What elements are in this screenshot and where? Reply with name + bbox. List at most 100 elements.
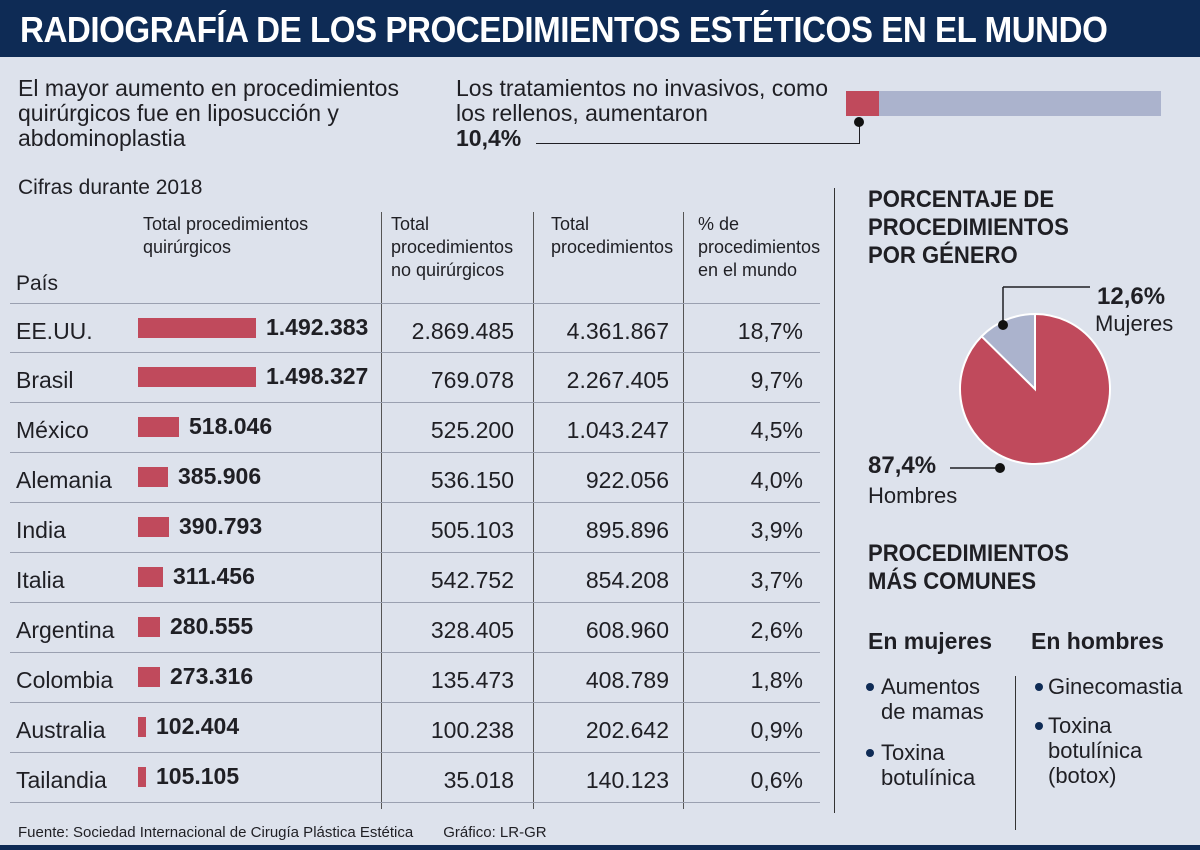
header-country: País (16, 272, 59, 295)
non-surgical-value: 2.869.485 (411, 318, 514, 344)
footer-graphic: Gráfico: LR-GR (443, 824, 547, 841)
country-label: Tailandia (16, 767, 107, 793)
table-row: India 390.793 505.103 895.896 3,9% (10, 503, 820, 553)
bullet-icon (866, 683, 874, 691)
header-pct: % de procedimientos en el mundo (698, 214, 821, 280)
total-value: 2.267.405 (566, 367, 669, 393)
bullet-icon (1035, 683, 1043, 691)
surgical-bar (138, 567, 163, 587)
surgical-bar (138, 467, 168, 487)
intro-left-text: El mayor aumento en procedimientos quirú… (18, 75, 399, 151)
non-surgical-value: 542.752 (430, 567, 514, 593)
header-surgical: Total procedimientos quirúrgicos (143, 214, 309, 257)
surgical-value: 518.046 (189, 413, 273, 439)
pct-value: 18,7% (737, 318, 803, 344)
column-divider (533, 212, 534, 809)
total-value: 608.960 (585, 617, 669, 643)
common-divider (1015, 676, 1016, 830)
non-surgical-value: 536.150 (430, 467, 514, 493)
non-surgical-value: 505.103 (430, 517, 514, 543)
chart-subtitle: Cifras durante 2018 (18, 176, 203, 199)
header-band: RADIOGRAFÍA DE LOS PROCEDIMIENTOS ESTÉTI… (0, 0, 1200, 57)
pct-value: 4,5% (750, 417, 803, 443)
surgical-value: 385.906 (178, 463, 262, 489)
header-total: Total procedimientos (551, 214, 674, 257)
non-surgical-value: 35.018 (443, 767, 514, 793)
pct-value: 3,7% (750, 567, 803, 593)
surgical-bar (138, 667, 160, 687)
footer: Fuente: Sociedad Internacional de Cirugí… (18, 824, 547, 841)
non-surgical-value: 100.238 (430, 717, 514, 743)
pct-value: 0,6% (750, 767, 803, 793)
pct-value: 9,7% (750, 367, 803, 393)
country-label: Australia (16, 717, 106, 743)
country-label: Brasil (16, 367, 74, 393)
footer-source: Fuente: Sociedad Internacional de Cirugí… (18, 824, 414, 841)
intro-right-text: Los tratamientos no invasivos, como los … (456, 75, 829, 126)
country-label: Alemania (16, 467, 112, 493)
increase-progress-fill (846, 91, 879, 116)
total-value: 408.789 (585, 667, 669, 693)
table-row: Italia 311.456 542.752 854.208 3,7% (10, 553, 820, 603)
surgical-value: 105.105 (156, 763, 240, 789)
surgical-value: 273.316 (170, 663, 254, 689)
country-label: Argentina (16, 617, 115, 643)
surgical-bar (138, 517, 169, 537)
pct-value: 4,0% (750, 467, 803, 493)
women-item: Toxina botulínica (881, 740, 976, 790)
surgical-bar (138, 417, 179, 437)
table-row: México 518.046 525.200 1.043.247 4,5% (10, 403, 820, 453)
pie-slice-mujeres (980, 312, 1036, 392)
increase-leader-vertical (859, 123, 860, 144)
non-surgical-value: 769.078 (430, 367, 514, 393)
pct-value: 3,9% (750, 517, 803, 543)
surgical-value: 1.492.383 (266, 314, 369, 340)
total-value: 854.208 (585, 567, 669, 593)
pie-leader-dot (995, 463, 1005, 473)
intro-right-block: Los tratamientos no invasivos, como los … (456, 76, 836, 151)
country-label: EE.UU. (16, 318, 93, 344)
surgical-value: 311.456 (173, 563, 255, 589)
pie-label-women-pct: 12,6% (1097, 283, 1166, 310)
pie-label-women: Mujeres (1095, 311, 1174, 336)
surgical-bar (138, 367, 256, 387)
pct-value: 0,9% (750, 717, 803, 743)
pie-title: PORCENTAJE DE PROCEDIMIENTOS POR GÉNERO (868, 186, 1069, 269)
surgical-bar (138, 767, 146, 787)
total-value: 4.361.867 (566, 318, 669, 344)
surgical-value: 390.793 (179, 513, 263, 539)
surgical-value: 102.404 (156, 713, 240, 739)
increase-leader-dot (854, 117, 864, 127)
total-value: 202.642 (585, 717, 669, 743)
women-item: Aumentos de mamas (881, 674, 984, 724)
pie-label-men-pct: 87,4% (868, 452, 937, 479)
pct-value: 1,8% (750, 667, 803, 693)
column-divider (683, 212, 684, 809)
table-row: Tailandia 105.105 35.018 140.123 0,6% (10, 753, 820, 803)
total-value: 1.043.247 (566, 417, 669, 443)
table-row: Brasil 1.498.327 769.078 2.267.405 9,7% (10, 353, 820, 403)
country-label: India (16, 517, 66, 543)
surgical-value: 280.555 (170, 613, 254, 639)
non-surgical-value: 328.405 (430, 617, 514, 643)
table-row: Australia 102.404 100.238 202.642 0,9% (10, 703, 820, 753)
increase-progress-track (846, 91, 1161, 116)
table-row: Colombia 273.316 135.473 408.789 1,8% (10, 653, 820, 703)
bullet-icon (1035, 722, 1043, 730)
gender-pie-chart (950, 286, 1111, 473)
country-label: México (16, 417, 89, 443)
total-value: 895.896 (585, 517, 669, 543)
pct-value: 2,6% (750, 617, 803, 643)
bottom-band (0, 845, 1200, 850)
header-non-surgical: Total procedimientos no quirúrgicos (391, 214, 514, 280)
women-heading: En mujeres (868, 628, 992, 654)
surgical-bar (138, 617, 160, 637)
page-title: RADIOGRAFÍA DE LOS PROCEDIMIENTOS ESTÉTI… (20, 9, 1108, 50)
table-row: EE.UU. 1.492.383 2.869.485 4.361.867 18,7% (10, 303, 820, 353)
surgical-bar (138, 318, 256, 338)
non-surgical-value: 525.200 (430, 417, 514, 443)
pie-label-men: Hombres (868, 483, 958, 508)
bullet-icon (866, 749, 874, 757)
total-value: 140.123 (585, 767, 669, 793)
panel-divider (834, 188, 835, 813)
